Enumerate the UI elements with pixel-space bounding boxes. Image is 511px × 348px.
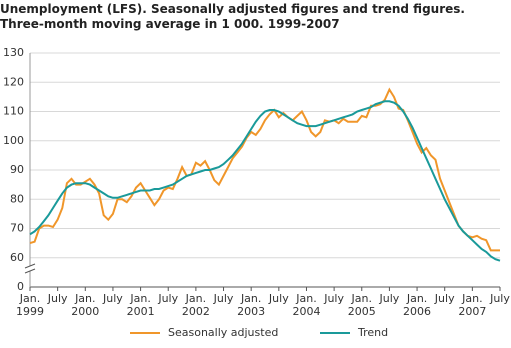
legend-label: Trend <box>357 326 388 339</box>
x-tick-label: Jan. 2000 <box>71 292 99 318</box>
y-tick-label: 70 <box>10 222 24 235</box>
x-tick-label: Jan. 2005 <box>348 292 376 318</box>
y-tick-label: 110 <box>3 105 24 118</box>
x-tick-label: Jan. 2007 <box>458 292 486 318</box>
y-tick-label: 120 <box>3 75 24 88</box>
series-line <box>29 87 500 252</box>
y-tick-label: 60 <box>10 251 24 264</box>
x-tick-label: July <box>213 292 234 305</box>
x-tick-label: July <box>323 292 344 305</box>
chart-title: Unemployment (LFS). Seasonally adjusted … <box>0 2 465 31</box>
x-tick-label: Jan. 2006 <box>403 292 431 318</box>
axis-break-mark <box>24 263 36 269</box>
x-tick-label: Jan. 2003 <box>237 292 265 318</box>
x-tick-label: Jan. 2001 <box>127 292 155 318</box>
x-tick-label: Jan. 1999 <box>16 292 44 318</box>
x-tick-label: July <box>268 292 289 305</box>
y-tick-label: 80 <box>10 192 24 205</box>
x-tick-label: July <box>489 292 510 305</box>
y-tick-label: 100 <box>3 134 24 147</box>
x-tick-label: July <box>379 292 400 305</box>
y-tick-label: 0 <box>17 280 24 293</box>
x-tick-label: July <box>434 292 455 305</box>
x-tick-label: July <box>157 292 178 305</box>
axis-break-mark <box>24 268 36 274</box>
legend-label: Seasonally adjusted <box>168 326 278 339</box>
x-tick-label: Jan. 2002 <box>182 292 210 318</box>
y-tick-label: 90 <box>10 163 24 176</box>
x-tick-label: Jan. 2004 <box>292 292 320 318</box>
x-tick-label: July <box>47 292 68 305</box>
y-tick-label: 130 <box>3 46 24 59</box>
x-tick-label: July <box>102 292 123 305</box>
series-line <box>29 100 501 262</box>
axis-break <box>26 266 34 271</box>
